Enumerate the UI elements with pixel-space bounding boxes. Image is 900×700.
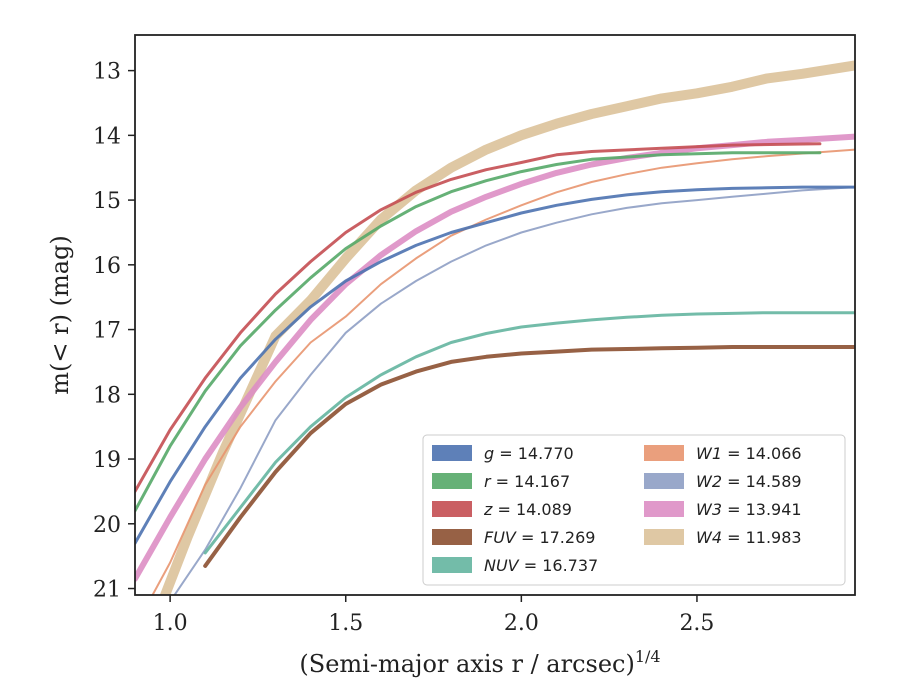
legend-label-fuv: FUV = 17.269 [484, 528, 595, 547]
legend-swatch-z [432, 501, 472, 517]
series-line-w1 [151, 148, 855, 595]
legend-label-nuv: NUV = 16.737 [484, 556, 598, 575]
legend-swatch-w2 [644, 473, 684, 489]
legend-label-w2: W2 = 14.589 [696, 472, 802, 491]
x-axis-label: (Semi-major axis r / arcsec)1/4 [299, 647, 660, 678]
series-line-w4 [159, 60, 855, 595]
legend-swatch-w1 [644, 445, 684, 461]
legend-label-w4: W4 = 11.983 [696, 528, 802, 547]
y-axis-label: m(< r) (mag) [46, 235, 74, 394]
legend-swatch-w4 [644, 529, 684, 545]
legend-label-w3: W3 = 13.941 [696, 500, 802, 519]
y-tick-label: 20 [93, 513, 121, 538]
legend-swatch-fuv [432, 529, 472, 545]
legend-label-z: z = 14.089 [483, 500, 572, 519]
series-line-fuv [203, 345, 855, 568]
y-tick-label: 21 [93, 578, 121, 603]
y-tick-label: 17 [93, 319, 121, 344]
legend-swatch-w3 [644, 501, 684, 517]
legend-label-r: r = 14.167 [484, 472, 570, 491]
x-tick-label: 2.5 [679, 611, 714, 636]
series-line-w2 [173, 186, 855, 595]
x-tick-label: 2.0 [504, 611, 539, 636]
x-tick-label: 1.0 [153, 611, 188, 636]
legend-label-w1: W1 = 14.066 [696, 444, 802, 463]
y-tick-label: 16 [93, 254, 121, 279]
legend: g = 14.770 r = 14.167 z = 14.089 FUV = 17.2… [422, 434, 846, 586]
legend-label-g: g = 14.770 [484, 444, 574, 463]
series-line-r [135, 151, 822, 513]
series-line-nuv [203, 311, 855, 555]
legend-swatch-g [432, 445, 472, 461]
y-tick-label: 14 [93, 124, 121, 149]
y-tick-label: 13 [93, 60, 121, 85]
x-tick-label: 1.5 [328, 611, 363, 636]
series-line-g [135, 185, 855, 545]
legend-swatch-nuv [432, 557, 472, 573]
series-layer [135, 60, 855, 595]
y-axis: 13 14 15 16 17 18 19 20 21 [93, 60, 135, 603]
y-tick-label: 15 [93, 189, 121, 214]
legend-box [422, 434, 846, 586]
plot-frame [134, 34, 856, 596]
y-tick-label: 19 [93, 448, 121, 473]
legend-swatch-r [432, 473, 472, 489]
x-axis: 1.0 1.5 2.0 2.5 [153, 595, 714, 636]
y-tick-label: 18 [93, 383, 121, 408]
series-line-z [135, 142, 822, 493]
